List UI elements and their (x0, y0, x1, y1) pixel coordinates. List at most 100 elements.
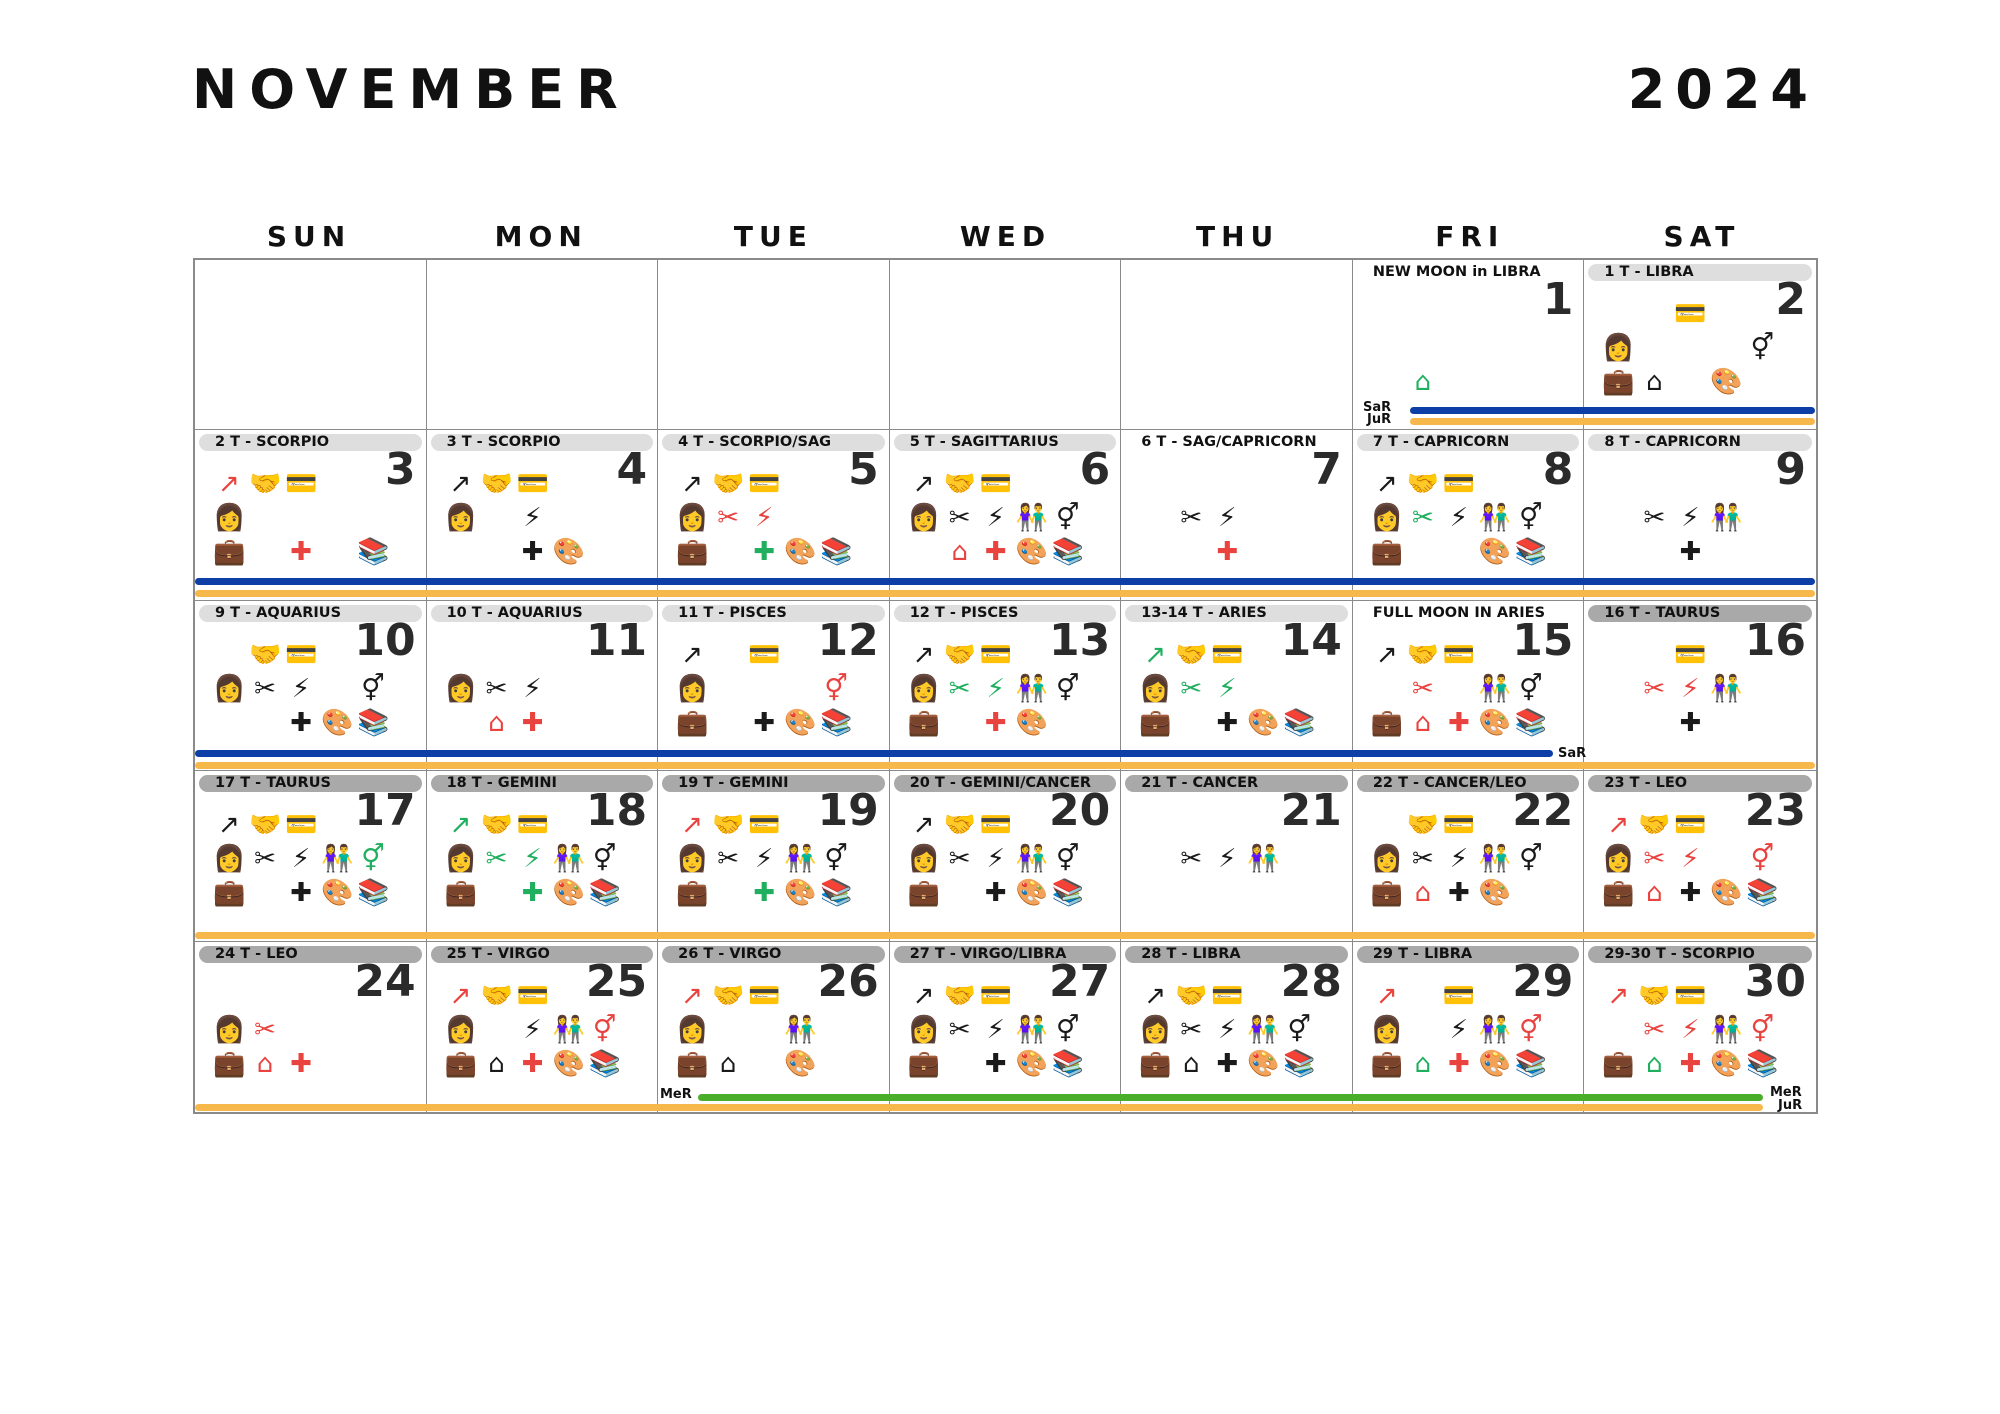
saturn-retrograde-line (195, 750, 1553, 757)
day-number: 1 (1542, 274, 1574, 325)
calendar-day-cell[interactable]: 7 T - CAPRICORN 8 ↗ 🤝 💳 👩 ✂ ⚡ 👫 ⚥ 💼 🎨 📚 (1352, 430, 1585, 601)
day-number: 14 (1280, 614, 1342, 666)
calendar-day-cell[interactable]: FULL MOON IN ARIES 15 ↗ 🤝 💳 ✂ 👫 ⚥ 💼 ⌂ ✚ 🎨 📚 (1352, 600, 1585, 772)
calendar-day-cell[interactable]: 24 T - LEO 24 👩 ✂ 💼 ⌂ ✚ (195, 941, 427, 1112)
growth-icon: ↗ (1375, 639, 1398, 670)
day-number: 15 (1512, 614, 1574, 666)
health-heart-icon: ✚ (290, 1048, 312, 1079)
credit-card-icon: 💳 (748, 810, 781, 841)
suitcase-icon: 💼 (1602, 878, 1635, 909)
calendar-day-cell[interactable]: 9 T - AQUARIUS 10 🤝 💳 👩 ✂ ⚡ ⚥ ✚ 🎨 📚 (195, 600, 427, 772)
house-icon: ⌂ (1646, 367, 1663, 397)
credit-card-icon: 💳 (748, 639, 781, 670)
growth-icon: ↗ (449, 980, 472, 1011)
day-number: 30 (1744, 955, 1806, 1007)
wand-icon: ⚡ (1681, 844, 1700, 875)
couple-icon: 👫 (1478, 844, 1512, 875)
person-icon: 👩 (1139, 673, 1172, 704)
calendar-day-cell[interactable]: 12 T - PISCES 13 ↗ 🤝 💳 👩 ✂ ⚡ 👫 ⚥ 💼 ✚ 🎨 (889, 600, 1122, 772)
scissors-icon: ✂ (485, 673, 508, 704)
credit-card-icon: 💳 (1442, 639, 1476, 670)
calendar-day-cell[interactable]: 10 T - AQUARIUS 11 👩 ✂ ⚡ ⌂ ✚ (426, 600, 659, 772)
calendar-day-cell[interactable]: 28 T - LIBRA 28 ↗ 🤝 💳 👩 ✂ ⚡ 👫 ⚥ 💼 ⌂ ✚ 🎨 📚 (1121, 941, 1353, 1112)
calendar-empty-cell (195, 260, 427, 431)
person-icon: 👩 (444, 503, 477, 534)
calendar-day-cell[interactable]: 26 T - VIRGO 26 ↗ 🤝 💳 👩 👫 💼 ⌂ 🎨 (658, 941, 890, 1112)
person-icon: 👩 (1602, 333, 1635, 363)
credit-card-icon: 💳 (748, 469, 781, 500)
handshake-icon: 🤝 (943, 810, 977, 841)
gender-icon: ⚥ (1750, 1014, 1775, 1045)
suitcase-icon: 💼 (1602, 367, 1635, 397)
calendar-day-cell[interactable]: 17 T - TAURUS 17 ↗ 🤝 💳 👩 ✂ ⚡ 👫 ⚥ 💼 ✚ 🎨 📚 (195, 771, 427, 942)
books-icon: 📚 (357, 707, 390, 738)
books-icon: 📚 (1514, 537, 1548, 568)
couple-icon: 👫 (1710, 503, 1743, 534)
health-heart-icon: ✚ (1447, 1048, 1470, 1079)
handshake-icon: 🤝 (943, 469, 977, 500)
calendar-day-cell[interactable]: 4 T - SCORPIO/SAG 5 ↗ 🤝 💳 👩 ✂ ⚡ 💼 ✚ 🎨 📚 (658, 430, 890, 601)
calendar-day-cell[interactable]: 13-14 T - ARIES 14 ↗ 🤝 💳 👩 ✂ ⚡ 💼 ✚ 🎨 📚 (1121, 600, 1353, 772)
calendar-day-cell[interactable]: 22 T - CANCER/LEO 22 🤝 💳 👩 ✂ ⚡ 👫 ⚥ 💼 ⌂ ✚ 🎨 (1352, 771, 1585, 942)
calendar-day-cell[interactable]: 23 T - LEO 23 ↗ 🤝 💳 👩 ✂ ⚡ ⚥ 💼 ⌂ ✚ 🎨 📚 (1584, 771, 1816, 942)
weekday-fri: FRI (1435, 220, 1505, 253)
calendar-day-cell[interactable]: 29-30 T - SCORPIO 30 ↗ 🤝 💳 ✂ ⚡ 👫 ⚥ 💼 ⌂ ✚ 🎨 📚 (1584, 942, 1816, 1112)
calendar-day-cell[interactable]: 16 T - TAURUS 16 💳 ✂ ⚡ 👫 ✚ (1584, 601, 1816, 772)
credit-card-icon: 💳 (1442, 980, 1476, 1011)
health-heart-icon: ✚ (521, 707, 544, 738)
jupiter-retrograde-line (195, 590, 1815, 597)
scissors-icon: ✂ (948, 673, 971, 704)
calendar-day-cell[interactable]: 21 T - CANCER 21 ✂ ⚡ 👫 (1121, 771, 1353, 942)
calendar-day-cell[interactable]: 1 T - LIBRA 2 💳 👩 ⚥ 💼 ⌂ 🎨 (1584, 260, 1816, 431)
credit-card-icon: 💳 (516, 810, 549, 841)
scissors-icon: ✂ (1643, 673, 1666, 704)
calendar-day-cell[interactable]: 29 T - LIBRA 29 ↗ 💳 👩 ⚡ 👫 ⚥ 💼 ⌂ ✚ 🎨 📚 (1353, 941, 1585, 1112)
palette-icon: 🎨 (1478, 537, 1512, 568)
gender-icon: ⚥ (1055, 1014, 1080, 1045)
calendar-day-cell[interactable]: 5 T - SAGITTARIUS 6 ↗ 🤝 💳 👩 ✂ ⚡ 👫 ⚥ ⌂ ✚ 🎨 📚 (889, 430, 1122, 601)
calendar-day-cell[interactable]: 18 T - GEMINI 18 ↗ 🤝 💳 👩 ✂ ⚡ 👫 ⚥ 💼 ✚ 🎨 📚 (426, 771, 659, 942)
health-heart-icon: ✚ (1679, 1048, 1702, 1079)
day-transit-label: 1 T - LIBRA (1588, 264, 1812, 281)
day-number: 28 (1280, 955, 1342, 1007)
scissors-icon: ✂ (1411, 673, 1434, 704)
calendar-day-cell[interactable]: NEW MOON in LIBRA 1 ⌂ (1352, 260, 1585, 431)
day-number: 25 (585, 955, 648, 1007)
day-icon-group: ↗ 🤝 💳 👩 ✂ ⚡ 💼 ✚ 🎨 📚 (676, 460, 864, 596)
credit-card-icon: 💳 (1442, 469, 1476, 500)
credit-card-icon: 💳 (516, 980, 549, 1011)
day-icon-group: 🤝 💳 👩 ✂ ⚡ ⚥ ✚ 🎨 📚 (213, 631, 401, 767)
suitcase-icon: 💼 (907, 1048, 941, 1079)
calendar-day-cell[interactable]: 3 T - SCORPIO 4 ↗ 🤝 💳 👩 ⚡ ✚ 🎨 (426, 430, 659, 601)
calendar-day-cell[interactable]: 25 T - VIRGO 25 ↗ 🤝 💳 👩 ⚡ 👫 ⚥ 💼 ⌂ ✚ 🎨 📚 (427, 941, 659, 1112)
handshake-icon: 🤝 (1638, 980, 1671, 1011)
health-heart-icon: ✚ (984, 537, 1007, 568)
calendar-day-cell[interactable]: 8 T - CAPRICORN 9 ✂ ⚡ 👫 ✚ (1584, 430, 1816, 601)
calendar-day-cell[interactable]: 20 T - GEMINI/CANCER 20 ↗ 🤝 💳 👩 ✂ ⚡ 👫 ⚥ 💼 ✚ 🎨 📚 (889, 771, 1122, 942)
calendar-empty-cell (426, 260, 659, 431)
house-icon: ⌂ (719, 1048, 737, 1079)
person-icon: 👩 (1139, 1014, 1172, 1045)
calendar-day-cell[interactable]: 2 T - SCORPIO 3 ↗ 🤝 💳 👩 💼 ✚ 📚 (195, 430, 427, 601)
wand-icon: ⚡ (1681, 1014, 1700, 1045)
day-number: 9 (1775, 444, 1806, 496)
health-heart-icon: ✚ (1679, 537, 1702, 568)
health-heart-icon: ✚ (753, 878, 776, 909)
calendar-day-cell[interactable]: 27 T - VIRGO/LIBRA 27 ↗ 🤝 💳 👩 ✂ ⚡ 👫 ⚥ 💼 ✚ 🎨 📚 (890, 941, 1122, 1112)
health-heart-icon: ✚ (984, 707, 1007, 738)
credit-card-icon: 💳 (516, 469, 549, 500)
credit-card-icon: 💳 (285, 810, 318, 841)
scissors-icon: ✂ (1411, 844, 1434, 875)
growth-icon: ↗ (1375, 469, 1398, 500)
wand-icon: ⚡ (755, 844, 774, 875)
jupiter-retrograde-line (195, 932, 1815, 939)
wand-icon: ⚡ (1218, 673, 1237, 704)
calendar-day-cell[interactable]: 11 T - PISCES 12 ↗ 💳 👩 ⚥ 💼 ✚ 🎨 📚 (658, 600, 890, 772)
wand-icon: ⚡ (986, 844, 1005, 875)
calendar-day-cell[interactable]: 19 T - GEMINI 19 ↗ 🤝 💳 👩 ✂ ⚡ 👫 ⚥ 💼 ✚ 🎨 📚 (658, 771, 890, 942)
books-icon: 📚 (1514, 1048, 1548, 1079)
calendar-day-cell[interactable]: 6 T - SAG/CAPRICORN 7 ✂ ⚡ ✚ (1121, 430, 1353, 601)
day-icon-group: 💳 ✂ ⚡ 👫 ✚ (1602, 631, 1790, 767)
house-icon: ⌂ (1646, 1048, 1663, 1079)
books-icon: 📚 (1283, 1048, 1316, 1079)
